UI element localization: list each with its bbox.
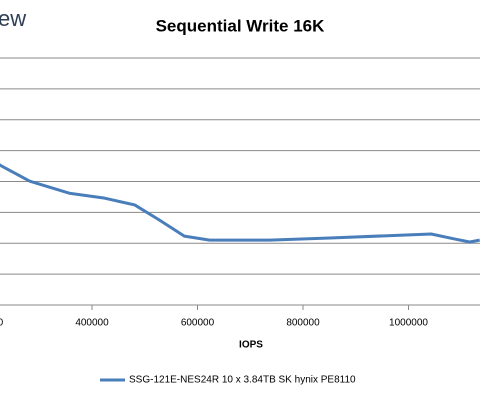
x-tick-label: 600000 — [181, 318, 215, 329]
logo: ew — [0, 6, 26, 31]
x-tick-label: 1000000 — [389, 318, 428, 329]
x-tick-label: 800000 — [286, 318, 320, 329]
x-tick-label: 200000 — [0, 318, 4, 329]
chart-title: Sequential Write 16K — [156, 16, 326, 35]
x-tick-label: 400000 — [75, 318, 109, 329]
legend-label: SSG-121E-NES24R 10 x 3.84TB SK hynix PE8… — [129, 375, 356, 386]
data-line — [0, 163, 480, 244]
x-axis-label: IOPS — [239, 340, 263, 351]
